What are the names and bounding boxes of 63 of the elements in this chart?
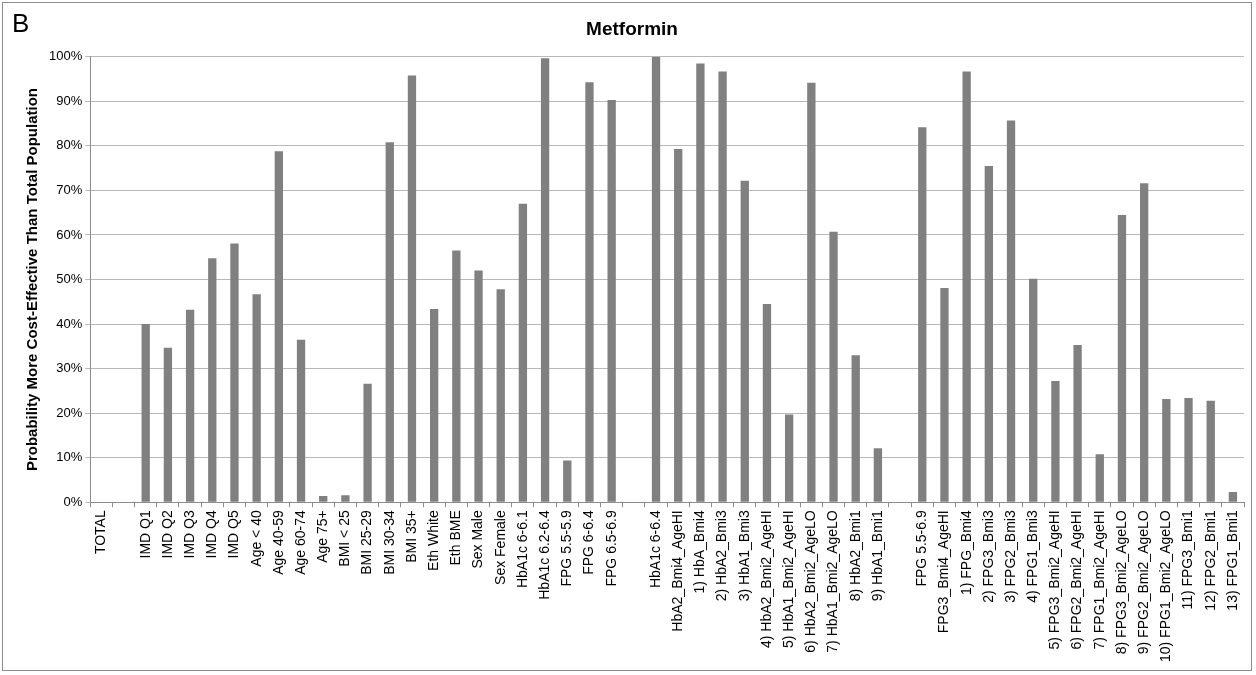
x-tick-label: 9) HbA1_Bmi1 bbox=[868, 510, 885, 602]
text: B bbox=[12, 8, 30, 39]
x-tick-label: 5) FPG3_Bmi2_AgeHI bbox=[1046, 510, 1063, 650]
x-tick-label: 6) FPG2_Bmi2_AgeHI bbox=[1068, 510, 1085, 650]
x-tick-label: 11) FPG3_Bmi1 bbox=[1179, 510, 1196, 610]
x-tick-label: FPG 5.5-6.9 bbox=[913, 510, 930, 587]
x-tick-label: 3) FPG2_Bmi3 bbox=[1001, 510, 1018, 603]
x-tick-label: BMI 25-29 bbox=[358, 510, 375, 575]
y-tick-label: 30% bbox=[56, 360, 83, 376]
x-tick-label: 2) HbA2_Bmi3 bbox=[713, 510, 730, 602]
x-tick-label: BMI 35+ bbox=[402, 510, 419, 563]
x-tick-label: 1) FPG_Bmi4 bbox=[957, 510, 974, 596]
x-tick-label: FPG 5.5-5.9 bbox=[558, 510, 575, 587]
y-tick-label: 50% bbox=[56, 271, 83, 287]
x-tick-label: 8) HbA2_Bmi1 bbox=[846, 510, 863, 602]
x-tick-label: FPG 6.5-6.9 bbox=[602, 510, 619, 587]
x-tick-label: TOTAL bbox=[92, 510, 109, 555]
x-tick-label: 1) HbA_Bmi4 bbox=[691, 510, 708, 594]
x-tick-label: Age < 40 bbox=[247, 510, 264, 567]
x-tick-label: Age 40-59 bbox=[269, 510, 286, 575]
x-tick-label: 7) HbA1_Bmi2_AgeLO bbox=[824, 510, 841, 653]
y-tick-label: 90% bbox=[56, 92, 83, 108]
chart-title: Metformin bbox=[586, 17, 678, 39]
x-tick-label: BMI 30-34 bbox=[380, 510, 397, 575]
x-tick-label: Age 75+ bbox=[314, 510, 331, 563]
x-tick-label: IMD Q1 bbox=[136, 510, 153, 559]
y-tick-label: 60% bbox=[56, 226, 83, 242]
y-tick-label: 10% bbox=[56, 449, 83, 465]
x-tick-label: HbA1c 6-6.4 bbox=[646, 510, 663, 589]
x-tick-label: HbA1c 6.2-6.4 bbox=[535, 510, 552, 600]
x-tick-label: IMD Q4 bbox=[203, 510, 220, 559]
x-tick-label: 7) FPG1_Bmi2_AgeHI bbox=[1090, 510, 1107, 650]
x-tick-label: 8) FPG3_Bmi2_AgeLO bbox=[1112, 510, 1129, 655]
x-tick-label: BMI < 25 bbox=[336, 510, 353, 567]
x-tick-label: HbA1c 6-6.1 bbox=[513, 510, 530, 589]
x-tick-label: IMD Q2 bbox=[158, 510, 175, 559]
x-tick-label: HbA2_Bmi4_AgeHI bbox=[669, 510, 686, 632]
y-tick-label: 100% bbox=[49, 48, 83, 64]
x-tick-label: 13) FPG1_Bmi1 bbox=[1223, 510, 1240, 611]
y-tick-label: 70% bbox=[56, 182, 83, 198]
x-tick-label: 3) HbA1_Bmi3 bbox=[735, 510, 752, 602]
x-tick-label: 2) FPG3_Bmi3 bbox=[979, 510, 996, 603]
y-axis-title: Probability More Cost-Effective Than Total Population bbox=[23, 87, 41, 472]
x-tick-label: Eth BME bbox=[447, 510, 464, 566]
x-tick-label: Age 60-74 bbox=[291, 510, 308, 575]
x-tick-label: IMD Q5 bbox=[225, 510, 242, 559]
x-tick-label: Sex Male bbox=[469, 510, 486, 569]
x-tick-label: 10) FPG1_Bmi2_AgeLO bbox=[1157, 510, 1174, 663]
x-tick-label: 12) FPG2_Bmi1 bbox=[1201, 510, 1218, 611]
x-tick-label: IMD Q3 bbox=[180, 510, 197, 559]
y-tick-label: 0% bbox=[63, 493, 83, 509]
x-tick-label: FPG 6-6.4 bbox=[580, 510, 597, 575]
x-tick-label: FPG3_Bmi4_AgeHI bbox=[935, 510, 952, 634]
x-tick-label: 5) HbA1_Bmi2_AgeHI bbox=[780, 510, 797, 649]
y-tick-label: 20% bbox=[56, 404, 83, 420]
y-tick-label: 40% bbox=[56, 315, 83, 331]
x-tick-label: Eth White bbox=[425, 510, 442, 571]
x-tick-label: 4) HbA2_Bmi2_AgeHI bbox=[757, 510, 774, 649]
x-tick-label: 4) FPG1_Bmi3 bbox=[1024, 510, 1041, 603]
x-tick-label: 9) FPG2_Bmi2_AgeLO bbox=[1135, 510, 1152, 655]
x-tick-label: Sex Female bbox=[491, 510, 508, 585]
x-tick-label: 6) HbA2_Bmi2_AgeLO bbox=[802, 510, 819, 653]
y-tick-label: 80% bbox=[56, 137, 83, 153]
